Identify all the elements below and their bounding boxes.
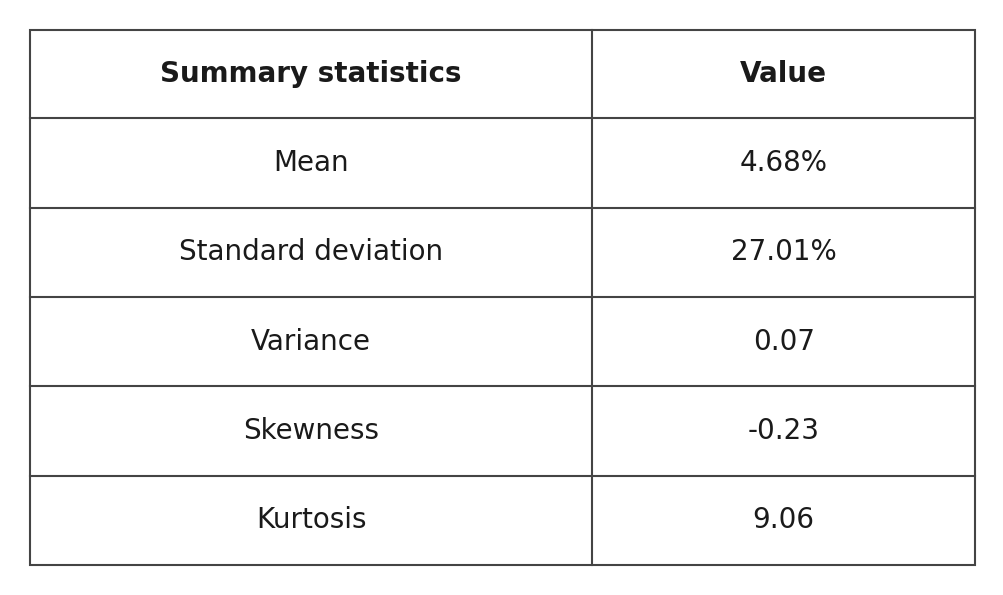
Text: Variance: Variance	[251, 328, 371, 356]
Text: Summary statistics: Summary statistics	[160, 60, 461, 88]
Bar	[30, 30, 974, 565]
Text: Value: Value	[739, 60, 826, 88]
Text: Mean: Mean	[273, 149, 349, 177]
Text: Skewness: Skewness	[243, 417, 379, 445]
Text: -0.23: -0.23	[747, 417, 818, 445]
Text: Standard deviation: Standard deviation	[179, 238, 442, 267]
Text: 9.06: 9.06	[752, 506, 813, 534]
Text: Kurtosis: Kurtosis	[256, 506, 366, 534]
Text: 0.07: 0.07	[752, 328, 813, 356]
Text: 27.01%: 27.01%	[730, 238, 835, 267]
Text: 4.68%: 4.68%	[739, 149, 826, 177]
